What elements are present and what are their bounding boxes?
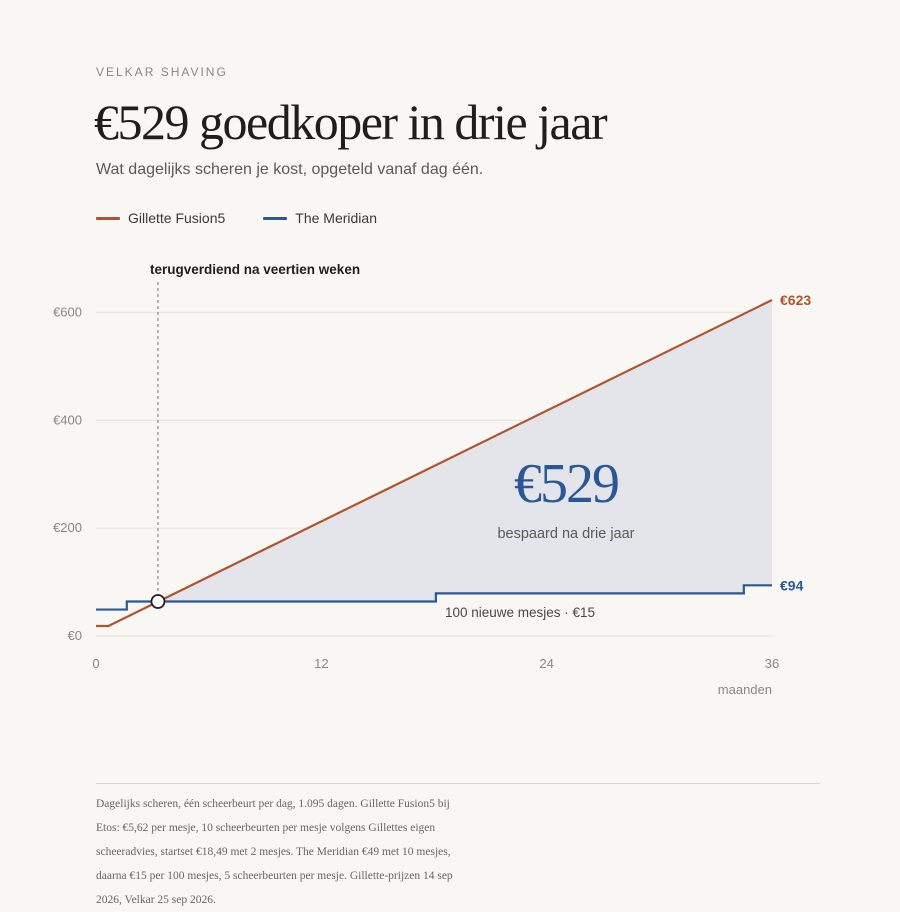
legend-label-gillette: Gillette Fusion5 (128, 210, 226, 226)
breakeven-marker (150, 594, 166, 609)
y-tick-label: €0 (68, 628, 82, 643)
legend-item-gillette: Gillette Fusion5 (96, 210, 225, 226)
footnote-divider (96, 783, 820, 784)
step-note: 100 nieuwe mesjes · €15 (445, 605, 595, 620)
series-line-gillette (96, 299, 773, 628)
x-tick-label: 24 (539, 656, 553, 671)
legend-swatch-gillette (96, 216, 120, 220)
y-tick-label: €400 (53, 412, 82, 427)
chart-title: €529 goedkoper in drie jaar (94, 94, 608, 150)
breakeven-label: terugverdiend na veertien weken (150, 262, 360, 277)
legend: Gillette Fusion5 The Meridian (96, 210, 377, 226)
footnote: Dagelijks scheren, één scheerbeurt per d… (96, 798, 453, 906)
y-tick-label: €200 (53, 520, 82, 535)
brand-kicker: VELKAR SHAVING (96, 65, 228, 79)
chart-subtitle: Wat dagelijks scheren je kost, opgeteld … (96, 161, 484, 178)
savings-value: €529 (514, 453, 618, 515)
legend-label-meridian: The Meridian (295, 210, 377, 226)
y-tick-label: €600 (53, 304, 82, 319)
savings-caption: bespaard na drie jaar (497, 526, 634, 542)
x-tick-label: 12 (314, 656, 328, 671)
x-axis-label: maanden (718, 682, 772, 697)
end-label-gillette: €623 (780, 292, 811, 308)
legend-item-meridian: The Meridian (263, 210, 377, 226)
x-tick-label: 36 (765, 656, 779, 671)
series-line-meridian (96, 584, 772, 611)
x-tick-label: 0 (92, 656, 99, 671)
legend-swatch-meridian (263, 216, 288, 220)
cost-chart: €0 €200 €400 €600 0 12 24 36 maanden terugverdien… (53, 262, 811, 697)
end-label-meridian: €94 (780, 577, 804, 593)
